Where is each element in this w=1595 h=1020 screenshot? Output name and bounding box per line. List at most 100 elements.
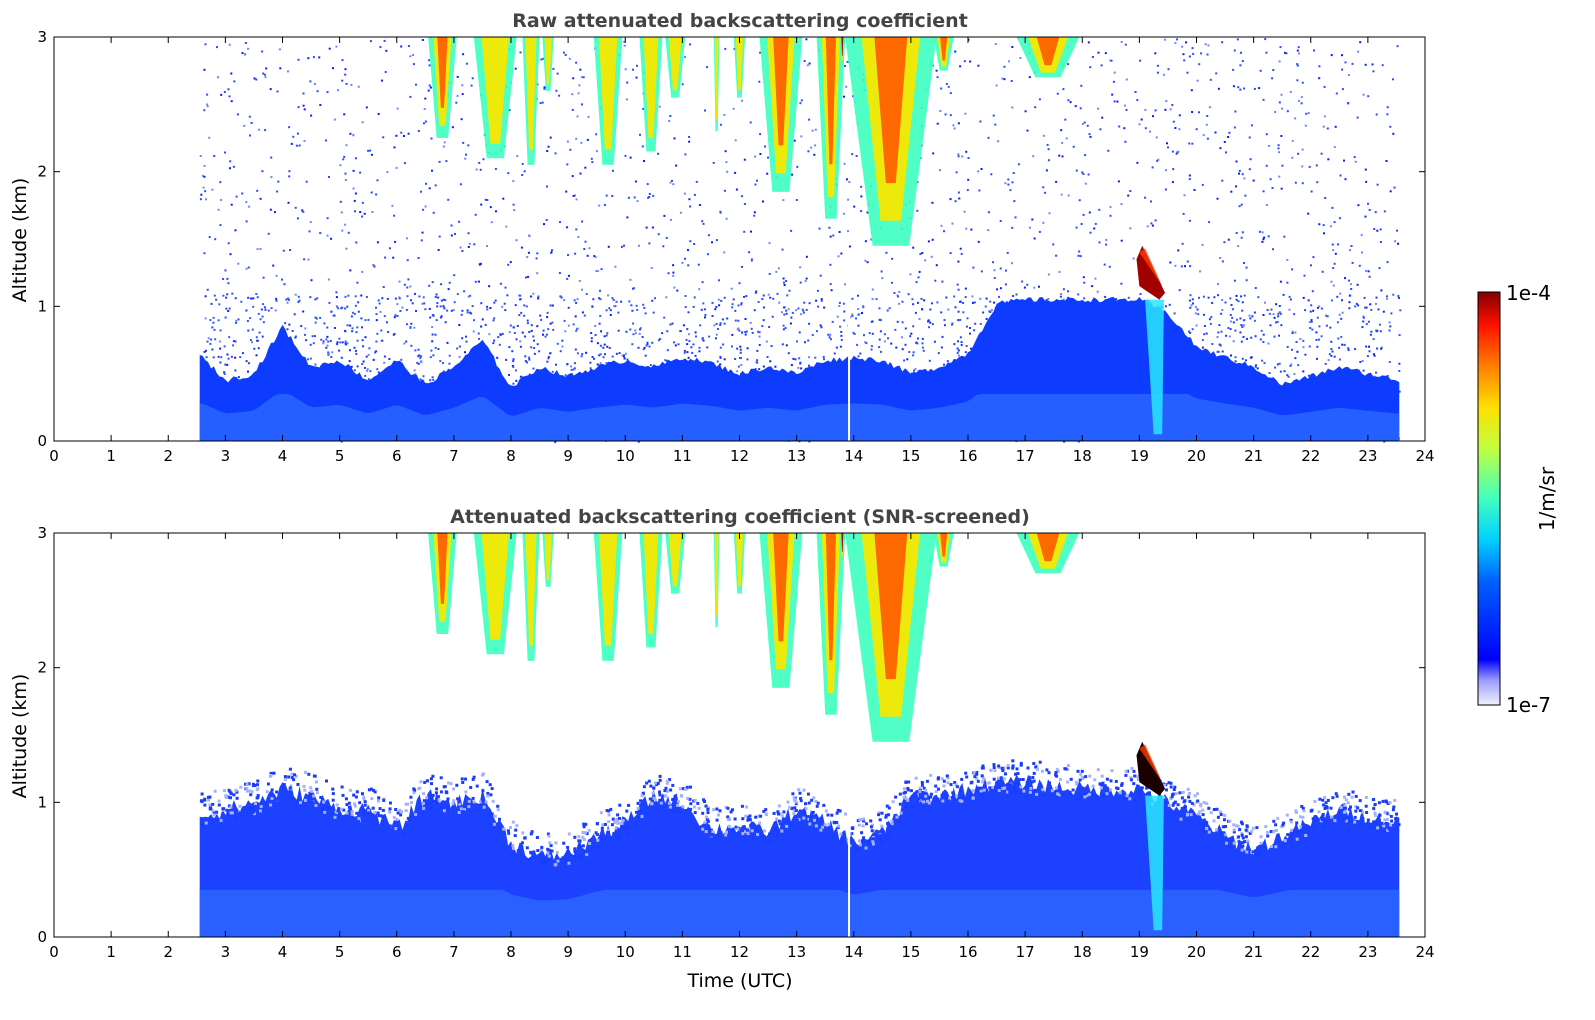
x-tick-label: 19 [1130,943,1149,961]
colorbar-unit-label: 1/m/sr [1535,466,1559,531]
dense-cloud-feature [1136,741,1166,931]
panel-snr: Attenuated backscattering coefficient (S… [9,506,1435,992]
near-surface-aerosol [199,889,1400,937]
cloud-core [735,37,744,91]
y-axis-label-snr: Altitude (km) [9,674,31,799]
cloud-peak [825,37,836,165]
x-tick-label: 6 [392,943,402,961]
x-tick-label: 13 [787,447,806,465]
cloud-peak [841,533,844,552]
y-tick-label: 0 [37,928,47,946]
dense-edge [1139,248,1163,287]
y-tick-label: 2 [37,163,47,181]
x-tick-label: 1 [106,943,116,961]
x-tick-label: 7 [449,943,459,961]
x-tick-label: 18 [1073,943,1092,961]
x-tick-label: 12 [730,943,749,961]
y-tick-label: 1 [37,793,47,811]
fallstreak [1145,299,1164,435]
x-tick-label: 24 [1415,447,1434,465]
x-tick-label: 11 [673,943,692,961]
x-tick-label: 1 [106,447,116,465]
cloud-peak [773,37,789,146]
cloud-peak [874,37,908,184]
x-tick-label: 22 [1301,447,1320,465]
x-tick-label: 24 [1415,943,1434,961]
dense-edge [1139,744,1163,783]
x-tick-label: 18 [1073,447,1092,465]
colorbar-min-label: 1e-7 [1506,693,1551,717]
cloud-core [599,533,618,646]
colorbar-gradient [1477,291,1501,706]
x-tick-label: 23 [1358,943,1377,961]
x-tick-label: 16 [958,943,977,961]
cloud-core [714,533,719,616]
x-tick-label: 9 [563,447,573,465]
x-tick-label: 12 [730,447,749,465]
x-tick-label: 21 [1244,447,1263,465]
x-tick-label: 8 [506,943,516,961]
cloud-peak [940,37,948,61]
x-tick-label: 9 [563,943,573,961]
x-tick-label: 6 [392,447,402,465]
x-tick-label: 17 [1016,943,1035,961]
cloud-peak [773,533,789,642]
chart-title-snr: Attenuated backscattering coefficient (S… [450,506,1030,528]
fallstreak [1145,795,1164,931]
cloud-core [735,533,744,587]
x-tick-label: 0 [49,447,59,465]
cloud-peak [1036,37,1060,66]
x-tick-label: 13 [787,943,806,961]
dense-cloud-feature [1136,245,1166,435]
cloud-core [525,533,537,646]
x-axis-label: Time (UTC) [686,970,792,992]
cloud-core [714,37,719,120]
data-gap [848,788,851,937]
x-tick-label: 10 [616,447,635,465]
colorbar: 1e-4 1e-7 1/m/sr [1477,281,1559,717]
x-tick-label: 16 [958,447,977,465]
cloud-core [668,37,682,91]
x-tick-label: 22 [1301,943,1320,961]
cloud-peak [825,533,836,661]
x-tick-label: 10 [616,943,635,961]
panel-raw: Raw attenuated backscattering coefficien… [9,10,1435,465]
plot-area-snr: 0 1 2 3 4 5 6 7 8 9 10 11 12 13 14 15 16 17 18 19 20 21 22 23 24… [37,524,1434,961]
y-tick-label: 0 [37,432,47,450]
cloud-layer [428,37,1080,246]
x-tick-label: 14 [844,943,863,961]
x-tick-label: 4 [278,943,288,961]
y-tick-label: 1 [37,297,47,315]
aerosol-fringe [199,759,1401,867]
x-tick-label: 3 [221,943,231,961]
x-tick-label: 7 [449,447,459,465]
x-tick-label: 5 [335,943,345,961]
x-tick-label: 21 [1244,943,1263,961]
data-gap [848,292,851,441]
cloud-core [643,533,659,634]
x-tick-label: 20 [1187,943,1206,961]
x-tick-label: 20 [1187,447,1206,465]
x-tick-label: 2 [163,447,173,465]
x-tick-label: 14 [844,447,863,465]
cloud-layer [428,533,1080,742]
y-axis-label-raw: Altitude (km) [9,178,31,303]
cloud-core [544,37,552,85]
cloud-peak [437,37,448,108]
y-tick-label: 3 [37,28,47,46]
x-tick-label: 11 [673,447,692,465]
y-tick-label: 3 [37,524,47,542]
chart-title-raw: Raw attenuated backscattering coefficien… [512,10,968,32]
dense-core [1136,245,1166,300]
colorbar-max-label: 1e-4 [1506,281,1551,305]
x-tick-label: 17 [1016,447,1035,465]
cloud-core [481,533,509,640]
x-tick-label: 15 [901,447,920,465]
cloud-peak [841,37,844,56]
x-tick-label: 23 [1358,447,1377,465]
x-tick-label: 5 [335,447,345,465]
plot-area-raw: 0 1 2 3 4 5 6 7 8 9 10 11 12 13 14 15 16 17 18 19 20 21 22 23 24… [37,28,1434,465]
x-tick-label: 19 [1130,447,1149,465]
x-tick-label: 15 [901,943,920,961]
